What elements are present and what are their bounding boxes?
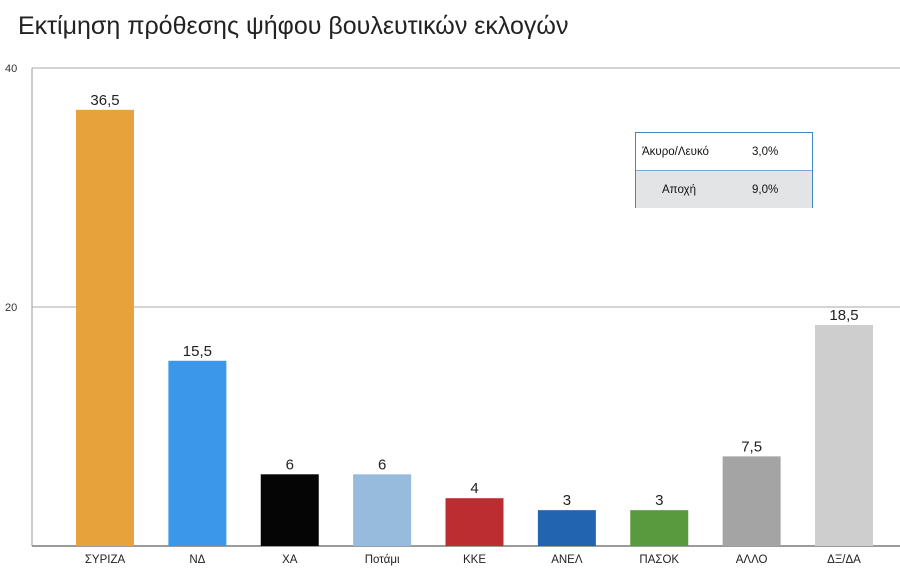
- x-tick-label: ΠΑΣΟΚ: [639, 554, 679, 566]
- bar-value-label: 18,5: [829, 307, 858, 324]
- bar: [537, 510, 596, 546]
- bar: [630, 510, 689, 546]
- bar-value-label: 3: [655, 492, 663, 509]
- row-label-abstention: Αποχή: [662, 183, 696, 196]
- bars: [76, 109, 873, 546]
- bar-value-label: 6: [286, 456, 294, 473]
- table-row: Αποχή 9,0%: [636, 171, 812, 208]
- y-tick-label: 20: [5, 302, 17, 314]
- bar-value-label: 4: [470, 480, 478, 497]
- tick-labels: 40 20 ΣΥΡΙΖΑ ΝΔ ΧΑ Ποτάμι ΚΚΕ ΑΝΕΛ ΠΑΣΟΚ ΑΛΛΟ ΔΞ/Δ…: [5, 63, 861, 566]
- bar-value-label: 36,5: [90, 92, 119, 109]
- bar: [815, 324, 873, 546]
- value-labels: 36,5 15,5 6 6 4 3 3 7,5 18,5: [90, 92, 858, 509]
- row-label-invalid-blank: Άκυρο/Λευκό: [642, 145, 709, 158]
- row-value-invalid-blank: 3,0%: [752, 145, 779, 158]
- bar-value-label: 3: [563, 492, 571, 509]
- y-tick-label: 40: [5, 63, 17, 75]
- bar: [722, 456, 781, 546]
- x-tick-label: ΣΥΡΙΖΑ: [85, 554, 126, 566]
- x-tick-label: ΔΞ/ΔΑ: [827, 554, 861, 566]
- bar-value-label: 7,5: [741, 438, 762, 455]
- x-tick-label: ΧΑ: [282, 554, 298, 566]
- x-tick-label: ΑΛΛΟ: [736, 554, 768, 566]
- bar: [260, 474, 319, 546]
- bar: [353, 474, 412, 546]
- x-tick-label: Ποτάμι: [365, 554, 400, 566]
- bar: [445, 498, 504, 546]
- bar-value-label: 15,5: [183, 343, 212, 360]
- chart-title: Εκτίμηση πρόθεσης ψήφου βουλευτικών εκλο…: [18, 12, 569, 40]
- row-value-abstention: 9,0%: [752, 183, 779, 196]
- bar: [168, 360, 227, 546]
- x-tick-label: ΚΚΕ: [463, 554, 486, 566]
- summary-table: Άκυρο/Λευκό 3,0% Αποχή 9,0%: [635, 132, 813, 208]
- table-row: Άκυρο/Λευκό 3,0%: [636, 133, 812, 171]
- bar: [76, 109, 134, 546]
- x-tick-label: ΑΝΕΛ: [551, 554, 583, 566]
- bar-value-label: 6: [378, 456, 386, 473]
- x-tick-label: ΝΔ: [189, 554, 205, 566]
